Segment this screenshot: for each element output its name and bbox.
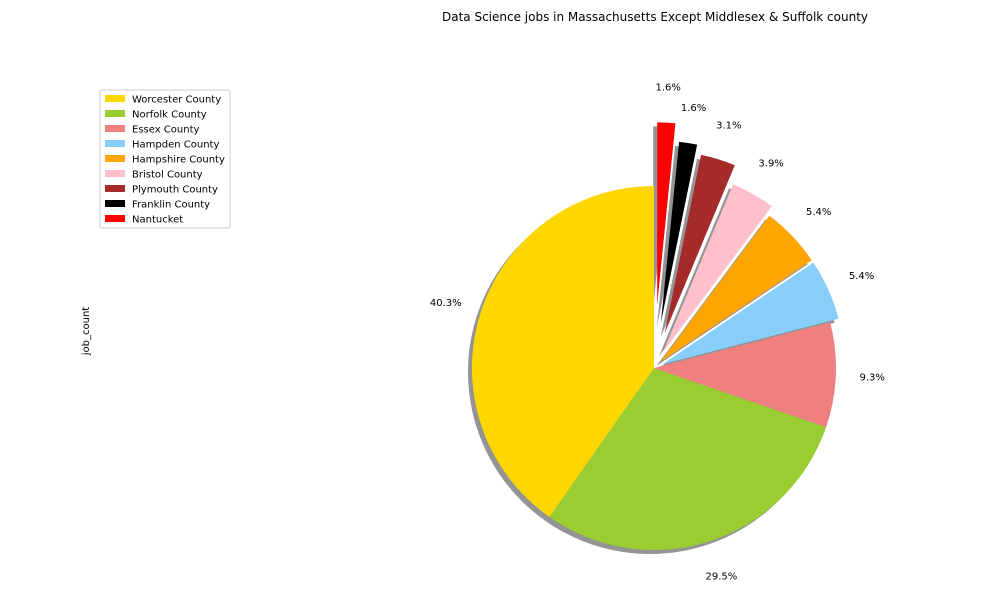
slice-bristol-county <box>663 184 772 353</box>
legend-swatch-worcester-county <box>105 95 125 102</box>
legend-swatch-essex-county <box>105 125 125 132</box>
slice-norfolk-county <box>549 368 827 550</box>
legend-label-hampshire-county: Hampshire County <box>132 155 225 166</box>
percent-label-essex-county: 9.3% <box>860 373 885 384</box>
legend-label-nantucket: Nantucket <box>132 215 183 226</box>
percent-label-hampshire-county: 5.4% <box>806 207 831 218</box>
legend-label-essex-county: Essex County <box>132 125 200 136</box>
pie-slices <box>472 122 839 550</box>
percent-label-norfolk-county: 29.5% <box>706 572 738 583</box>
legend-swatch-norfolk-county <box>105 110 125 117</box>
legend-label-hampden-county: Hampden County <box>132 140 219 151</box>
y-axis-label: job_count <box>81 307 92 357</box>
legend-frame <box>99 89 231 229</box>
slice-hampden-county <box>662 262 839 365</box>
percent-label-nantucket: 1.6% <box>655 82 680 93</box>
percent-label-bristol-county: 3.9% <box>758 158 783 169</box>
percent-labels: 40.3% 29.5% 9.3% 5.4% 5.4% 3.9% 3.1% 1.6%1.6% <box>430 82 885 582</box>
slice-plymouth-county <box>664 154 735 334</box>
percent-label-franklin-county: 1.6% <box>681 103 706 114</box>
slice-hampshire-county <box>660 215 812 362</box>
legend-label-bristol-county: Bristol County <box>132 170 203 181</box>
slice-franklin-county <box>660 141 698 324</box>
legend-label-franklin-county: Franklin County <box>132 200 210 211</box>
legend-swatch-nantucket <box>105 215 125 222</box>
slice-worcester-county <box>472 186 654 517</box>
legend-swatch-plymouth-county <box>105 185 125 192</box>
percent-label-worcester-county: 40.3% <box>430 298 462 309</box>
legend-swatch-hampshire-county <box>105 155 125 162</box>
legend-swatch-hampden-county <box>105 140 125 147</box>
legend-label-plymouth-county: Plymouth County <box>132 185 218 196</box>
legend-swatch-bristol-county <box>105 170 125 177</box>
slice-essex-county <box>654 322 836 428</box>
legend-label-worcester-county: Worcester County <box>132 95 221 106</box>
legend-swatch-franklin-county <box>105 200 125 207</box>
percent-label-hampden-county: 5.4% <box>849 271 874 282</box>
slice-nantucket <box>657 122 676 305</box>
chart-title: Data Science jobs in Massachusetts Excep… <box>442 10 868 24</box>
legend: Worcester County Norfolk County Essex Coun… <box>99 89 231 229</box>
legend-label-norfolk-county: Norfolk County <box>132 110 207 121</box>
percent-label-plymouth-county: 3.1% <box>716 120 741 131</box>
